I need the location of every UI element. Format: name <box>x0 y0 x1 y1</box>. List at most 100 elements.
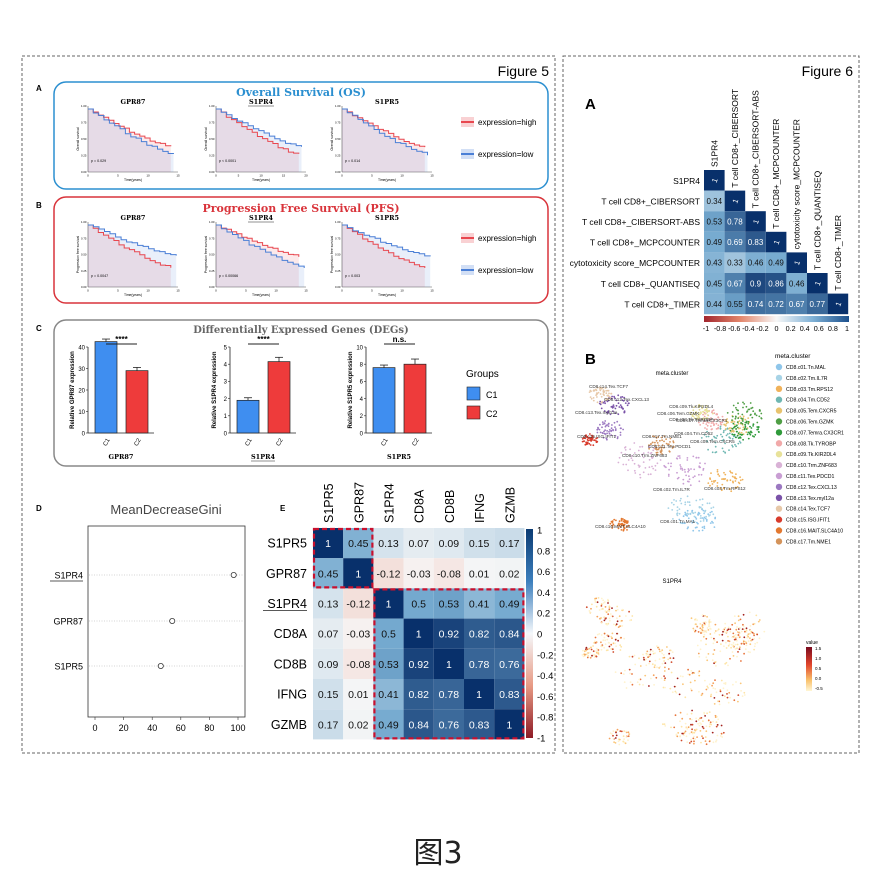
km-ytick: 0.25 <box>335 269 341 273</box>
umap-point <box>737 481 740 484</box>
umap-point <box>693 417 696 419</box>
umap-point <box>591 435 594 438</box>
feature-point <box>743 628 746 631</box>
umap-point <box>705 417 708 419</box>
umap-point <box>746 411 748 413</box>
umap-cluster-points <box>596 420 624 441</box>
umap-point <box>620 524 623 527</box>
km-curve-low <box>216 224 305 268</box>
feature-point <box>661 649 664 651</box>
umap-point <box>745 421 748 424</box>
corr5-cell <box>464 528 495 559</box>
feature-point <box>688 742 691 744</box>
feature-point <box>763 630 766 633</box>
bar-ytick-label: 0 <box>360 431 364 437</box>
feature-point <box>749 651 751 654</box>
umap-point <box>627 524 630 527</box>
feature-point <box>732 642 735 644</box>
umap-point <box>704 462 706 465</box>
umap-point <box>597 391 600 394</box>
km-xtick: 15 <box>176 289 180 293</box>
feature-point <box>684 726 687 729</box>
umap-point <box>728 432 731 435</box>
umap-point <box>711 410 714 412</box>
umap-point <box>624 402 627 404</box>
umap-point <box>668 450 671 453</box>
umap-point <box>594 439 596 442</box>
umap-point <box>735 428 737 430</box>
feature-point <box>755 614 758 617</box>
feature-point <box>586 652 589 654</box>
umap-point <box>699 506 702 509</box>
umap-point <box>712 422 714 424</box>
corr6-cell <box>704 231 725 253</box>
corr5-value: 1 <box>386 599 392 611</box>
feature-point <box>648 685 650 687</box>
umap-point <box>589 437 591 439</box>
umap-legend-dot <box>775 418 783 425</box>
umap-point <box>750 430 752 433</box>
umap-point <box>598 388 601 390</box>
feature-point <box>607 635 610 638</box>
umap-point <box>702 417 705 419</box>
feature-point <box>740 642 743 645</box>
feature-point <box>673 726 676 729</box>
umap-point <box>699 424 702 426</box>
umap-point <box>612 404 615 406</box>
umap-point <box>604 402 606 405</box>
umap-point <box>618 406 621 408</box>
corr6-cell <box>765 252 787 273</box>
corr5-value: 0.01 <box>348 689 369 701</box>
feature-point <box>591 603 593 606</box>
umap-point <box>701 405 704 407</box>
km-xtick: 10 <box>400 174 404 178</box>
feature-point <box>714 661 716 664</box>
umap-point <box>620 529 623 531</box>
umap-point <box>600 387 603 390</box>
feature-point <box>710 636 713 639</box>
umap-point <box>702 520 705 522</box>
feature-point <box>680 739 683 742</box>
umap-point <box>716 470 719 473</box>
umap-point <box>721 421 724 424</box>
gini-title: MeanDecreaseGini <box>110 502 221 517</box>
umap-point <box>663 440 665 443</box>
feature-point <box>725 647 728 649</box>
feature-point <box>603 619 606 622</box>
corr5-value: 0.15 <box>318 689 339 701</box>
feature-point <box>709 721 712 724</box>
feature-point <box>708 621 711 624</box>
km-gene-title: GPR87 <box>121 214 146 222</box>
feature-point <box>733 699 736 702</box>
umap-point <box>753 435 755 438</box>
umap-point <box>704 412 706 415</box>
feature-point <box>615 623 618 626</box>
umap-point <box>737 422 740 425</box>
km-ytick: 0.50 <box>81 137 87 141</box>
corr6-cell <box>745 293 766 315</box>
feature-point <box>708 711 711 713</box>
umap-point <box>618 520 621 523</box>
umap-point <box>713 412 716 415</box>
corr6-diag-cell <box>786 252 807 273</box>
feature-point <box>746 634 749 637</box>
km-xtick: 0 <box>87 174 89 178</box>
feature-point <box>690 740 693 743</box>
umap-point <box>610 397 613 400</box>
corr5-cell <box>343 618 374 649</box>
umap-point <box>678 508 681 510</box>
umap-point <box>623 396 626 399</box>
feature-point <box>743 636 746 639</box>
umap-point <box>663 446 665 449</box>
sig-label: **** <box>257 335 270 344</box>
umap-point <box>748 432 751 435</box>
corr5-value: 0.45 <box>348 538 369 550</box>
umap-point <box>692 519 694 522</box>
corr6-diag-cell <box>704 170 725 191</box>
umap-point <box>736 434 739 437</box>
feature-point <box>742 640 745 643</box>
umap-point <box>707 513 710 516</box>
feature-point <box>619 625 621 627</box>
umap-point <box>699 411 702 414</box>
umap-point <box>719 421 722 424</box>
